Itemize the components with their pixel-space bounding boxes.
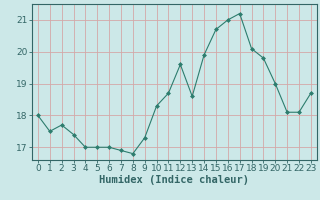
X-axis label: Humidex (Indice chaleur): Humidex (Indice chaleur) — [100, 175, 249, 185]
